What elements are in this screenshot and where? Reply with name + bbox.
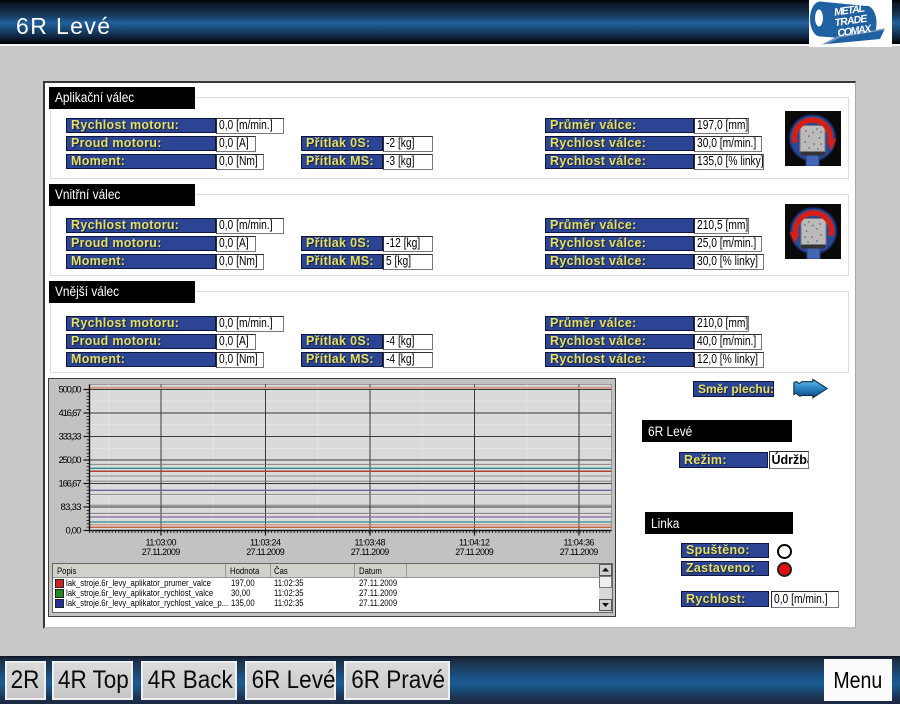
svg-text:COMAX: COMAX [837, 23, 873, 40]
svg-text:333,33: 333,33 [59, 432, 82, 443]
svg-text:27.11.2009: 27.11.2009 [351, 547, 390, 557]
svg-text:83,33: 83,33 [61, 502, 82, 513]
svg-text:METAL: METAL [833, 3, 865, 19]
svg-text:27.11.2009: 27.11.2009 [142, 547, 181, 557]
svg-text:166,67: 166,67 [59, 479, 82, 490]
svg-text:416,67: 416,67 [59, 408, 82, 419]
svg-text:250,00: 250,00 [59, 455, 82, 466]
svg-text:11:04:36: 11:04:36 [564, 538, 595, 548]
svg-text:500,00: 500,00 [59, 385, 82, 396]
svg-text:11:03:00: 11:03:00 [146, 538, 177, 548]
svg-text:11:03:48: 11:03:48 [355, 538, 386, 548]
svg-text:11:03:24: 11:03:24 [250, 538, 281, 548]
svg-text:27.11.2009: 27.11.2009 [560, 547, 599, 557]
svg-text:27.11.2009: 27.11.2009 [455, 547, 494, 557]
svg-text:27.11.2009: 27.11.2009 [246, 547, 285, 557]
svg-text:0,00: 0,00 [66, 526, 82, 537]
svg-text:11:04:12: 11:04:12 [459, 538, 490, 548]
svg-text:TRADE: TRADE [834, 13, 869, 30]
